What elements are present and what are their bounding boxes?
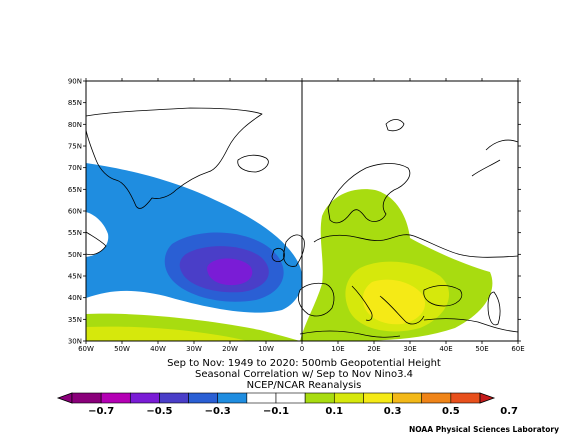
caption-line-1: Sep to Nov: 1949 to 2020: 500mb Geopoten…	[167, 358, 441, 369]
colorbar-segment	[71, 392, 102, 404]
colorbar-label: 0.5	[442, 406, 460, 417]
latitude-axis: 90N 85N 80N 75N 70N 65N 60N 55N 50N 45N 40N 35N 30N	[68, 78, 521, 346]
africa-coast	[299, 330, 401, 338]
colorbar-segment	[217, 392, 248, 404]
lat-label: 60N	[68, 208, 82, 216]
lon-label: 60E	[511, 345, 524, 353]
novaya-zemlya-coast	[471, 139, 518, 177]
colorbar-label: −0.7	[88, 406, 114, 417]
colorbar-segment	[188, 392, 219, 404]
iceland-coast	[237, 154, 269, 173]
lon-label: 20W	[222, 345, 238, 353]
coastlines	[86, 107, 518, 338]
svalbard-coast	[385, 119, 405, 132]
colorbar-segment	[392, 392, 423, 404]
lat-label: 45N	[68, 273, 82, 281]
labrador-coast	[86, 231, 107, 256]
colorbar-label: 0.7	[500, 406, 518, 417]
colorbar-segment	[363, 392, 393, 404]
colorbar-left-arrow	[56, 392, 73, 404]
colorbar-segment	[129, 392, 160, 404]
lat-label: 75N	[68, 143, 82, 151]
contour-pos-0-3-europe	[362, 279, 426, 325]
lon-label: 60W	[78, 345, 94, 353]
lat-label: 50N	[68, 251, 82, 259]
colorbar-label: −0.3	[205, 406, 231, 417]
colorbar-label: 0.1	[325, 406, 343, 417]
lon-label: 10E	[331, 345, 344, 353]
colorbar-segment	[304, 392, 335, 404]
lon-label: 40E	[439, 345, 452, 353]
lat-label: 30N	[68, 338, 82, 346]
lat-label: 55N	[68, 229, 82, 237]
lon-label: 20E	[367, 345, 380, 353]
colorbar-segment	[100, 392, 131, 404]
lon-label: 50E	[475, 345, 488, 353]
lon-label: 50W	[114, 345, 130, 353]
greenland-coast	[86, 107, 263, 209]
colorbar-segment	[421, 392, 452, 404]
turkey-coast	[423, 318, 518, 333]
colorbar-label: 0.3	[384, 406, 402, 417]
lon-label: 30W	[186, 345, 202, 353]
lat-label: 85N	[68, 99, 82, 107]
colorbar-right-arrow	[479, 392, 496, 404]
lat-label: 80N	[68, 121, 82, 129]
colorbar: −0.7 −0.5 −0.3 −0.1 0.1 0.3 0.5 0.7	[56, 392, 518, 417]
lat-label: 90N	[68, 78, 82, 86]
lon-label: 30E	[403, 345, 416, 353]
lat-label: 70N	[68, 164, 82, 172]
credit-label: NOAA Physical Sciences Laboratory	[408, 425, 559, 434]
caspian-coast	[487, 291, 501, 326]
balkans-coast	[379, 295, 425, 325]
colorbar-segment	[275, 392, 306, 404]
ireland-coast	[271, 248, 285, 262]
lat-label: 65N	[68, 186, 82, 194]
black-sea-coast	[423, 285, 463, 307]
longitude-axis: 60W 50W 40W 30W 20W 10W 0 10E 20E 30E 40E 50E 60E	[78, 78, 525, 353]
contour-pos-0-2-south	[86, 326, 248, 341]
caption-line-3: NCEP/NCAR Reanalysis	[246, 380, 362, 391]
italy-coast	[351, 285, 373, 321]
europe-coast	[313, 234, 518, 258]
colorbar-segment	[450, 392, 481, 404]
colorbar-label: −0.5	[146, 406, 172, 417]
lon-label: 10W	[258, 345, 274, 353]
lon-label: 0	[300, 345, 304, 353]
caption-line-2: Seasonal Correlation w/ Sep to Nov Nino3…	[195, 369, 413, 380]
contour-neg-0-4	[207, 258, 253, 286]
lon-label: 40W	[150, 345, 166, 353]
lat-label: 40N	[68, 294, 82, 302]
colorbar-segment	[333, 392, 364, 404]
colorbar-segment	[246, 392, 277, 404]
colorbar-label: −0.1	[263, 406, 289, 417]
colorbar-segment	[159, 392, 189, 404]
scandinavia-coast	[327, 163, 411, 224]
lat-label: 35N	[68, 316, 82, 324]
